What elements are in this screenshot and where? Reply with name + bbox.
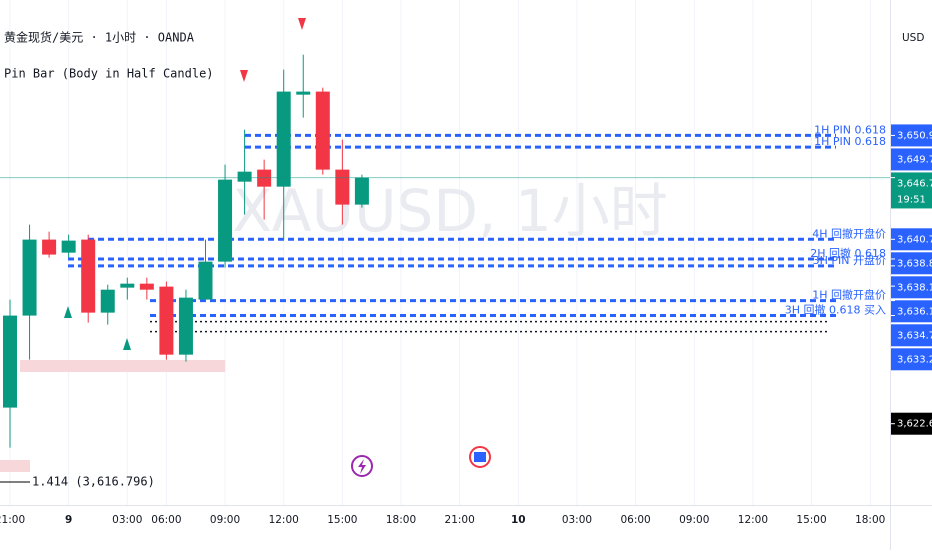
price-label: 3,640.740 <box>897 234 932 245</box>
watermark: XAUUSD, 1小时 <box>232 177 668 245</box>
candle-body <box>218 179 233 262</box>
grid <box>9 0 871 505</box>
x-tick-label: 15:00 <box>796 514 826 526</box>
level-label: 3H PIN 开盘价 <box>813 253 886 267</box>
zone <box>0 460 30 472</box>
candle-body <box>354 177 369 205</box>
signal-down <box>240 70 248 82</box>
event-icon <box>358 459 366 474</box>
signal-down <box>298 18 306 30</box>
price-label-box <box>891 324 932 347</box>
price-label: 3,638.136 <box>897 282 932 293</box>
x-tick-label: 09:00 <box>210 514 240 526</box>
level-label: 1H 回撤开盘价 <box>812 288 886 302</box>
level-label: 3H 回撤 0.618 买入 <box>785 303 886 317</box>
chart-title: 黄金现货/美元 · 1小时 · OANDA <box>4 30 195 45</box>
price-label-box <box>891 348 932 371</box>
currency: USD <box>902 32 924 44</box>
price-label-box <box>891 228 932 251</box>
x-tick-label: 21:00 <box>0 514 25 526</box>
candle-body <box>315 91 330 170</box>
price-label-box <box>891 148 932 171</box>
price-label: 3,650.923 <box>897 130 932 141</box>
price-label: 3,622.660 <box>897 419 932 430</box>
signal-up <box>64 306 72 318</box>
level-label: 4H 回撤开盘价 <box>812 226 886 240</box>
candle-body <box>100 289 115 313</box>
candle-body <box>159 286 174 355</box>
price-labels: 3,650.923 3,649.770 3,646.785 19:51 3,640.74… <box>891 124 932 435</box>
candle-body <box>22 239 37 316</box>
candle-body <box>139 283 154 290</box>
candle-body <box>178 297 193 355</box>
x-tick-label: 12:00 <box>738 514 768 526</box>
price-label-box <box>891 300 932 323</box>
price-label-box <box>891 276 932 299</box>
x-tick-label: 06:00 <box>151 514 181 526</box>
candle-body <box>335 169 350 205</box>
candle-body <box>237 171 252 182</box>
price-label: 3,633.267 <box>897 354 932 365</box>
candle-body <box>276 91 291 187</box>
countdown: 19:51 <box>897 194 926 205</box>
candle-body <box>42 239 57 255</box>
x-tick-label: 21:00 <box>445 514 475 526</box>
candle-body <box>61 240 76 253</box>
price-label-box <box>891 252 932 275</box>
x-tick-label: 03:00 <box>562 514 592 526</box>
candles <box>3 54 369 448</box>
candle-body <box>198 261 213 300</box>
candle-body <box>296 91 311 95</box>
x-tick-label: 12:00 <box>269 514 299 526</box>
price-label-box <box>891 172 932 209</box>
price-label: 3,634.730 <box>897 330 932 341</box>
fib-label: 1.414 (3,616.796) <box>32 475 155 489</box>
candle-body <box>81 239 96 313</box>
indicator-name: Pin Bar (Body in Half Candle) <box>4 67 214 81</box>
x-tick-label: 10 <box>511 514 526 526</box>
signal-up <box>123 338 131 350</box>
x-tick-label: 18:00 <box>386 514 416 526</box>
flag-icon <box>474 452 486 462</box>
price-label-box <box>891 412 932 435</box>
level-label: 2H 回撤 0.618 <box>810 246 886 260</box>
candle-body <box>3 315 17 408</box>
x-tick-label: 18:00 <box>855 514 885 526</box>
candle-body <box>120 283 135 288</box>
zone <box>20 360 225 372</box>
level-label: 1H PIN 0.618 <box>814 135 886 148</box>
level-label: 1H PIN 0.618 <box>814 123 886 136</box>
x-tick-label: 09:00 <box>679 514 709 526</box>
price-label: 3,636.150 <box>897 306 932 317</box>
candle-body <box>257 169 272 187</box>
price-label: 3,649.770 <box>897 154 932 165</box>
price-label: 3,638.812 <box>897 258 932 269</box>
x-tick-label: 06:00 <box>620 514 650 526</box>
x-tick-label: 03:00 <box>112 514 142 526</box>
price-label-box <box>891 124 932 147</box>
x-tick-label: 9 <box>65 514 72 526</box>
price-label: 3,646.785 <box>897 178 932 189</box>
x-tick-label: 15:00 <box>327 514 357 526</box>
